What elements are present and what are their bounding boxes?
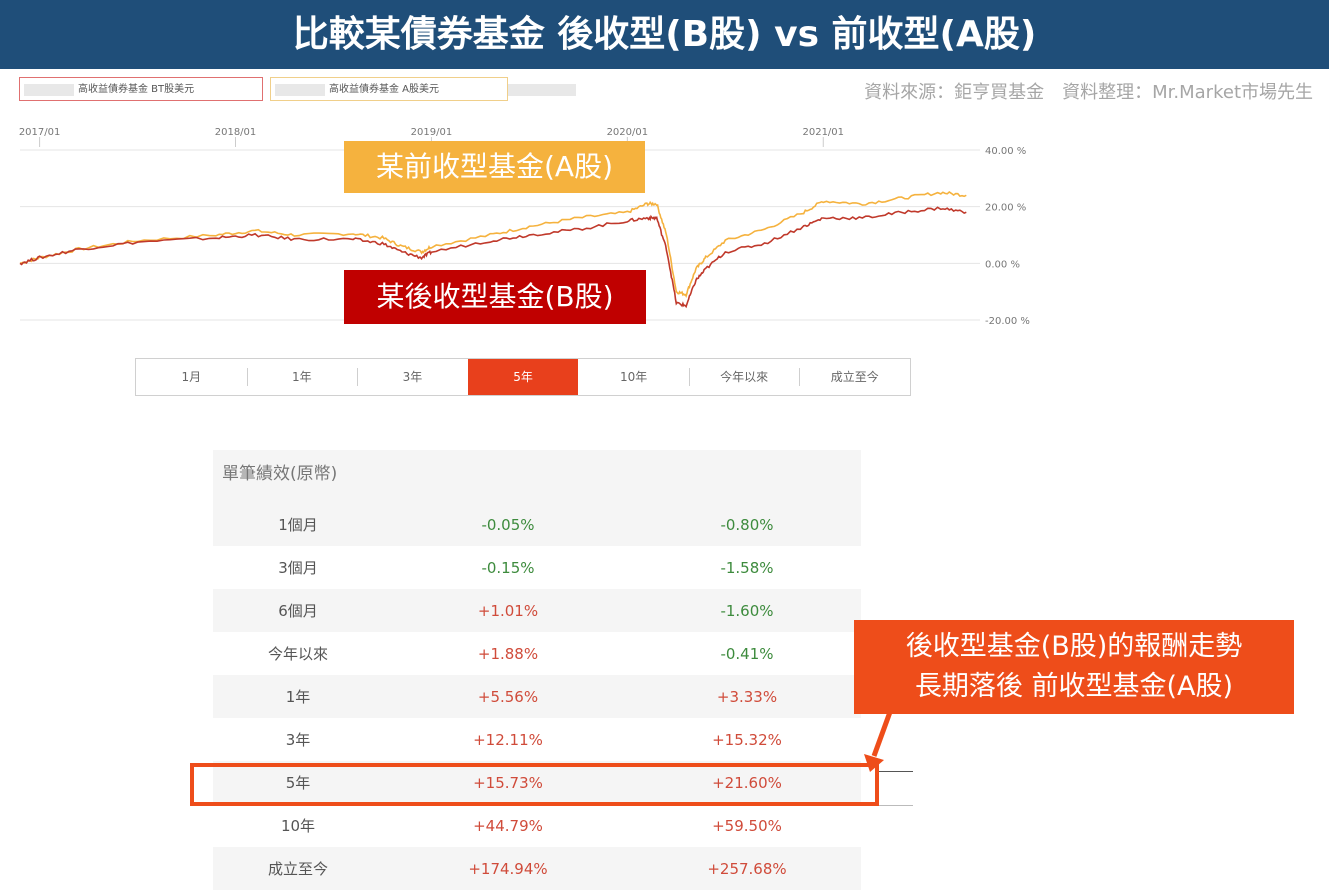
period-cell: 今年以來 — [267, 645, 328, 663]
b-share-return: +15.73% — [473, 773, 543, 792]
divider — [879, 805, 913, 806]
callout-box: 後收型基金(B股)的報酬走勢 長期落後 前收型基金(A股) — [854, 620, 1294, 714]
table-row: 今年以來 +1.88% -0.41% — [213, 632, 861, 675]
period-selector: 1月 1年 3年 5年 10年 今年以來 成立至今 — [135, 358, 911, 396]
series-line-a-share — [19, 190, 967, 298]
period-cell: 6個月 — [278, 602, 318, 620]
period-cell: 10年 — [280, 817, 316, 835]
period-tab-10y[interactable]: 10年 — [619, 370, 648, 384]
legend-label-b: 高收益債券基金 BT股美元 — [78, 84, 195, 95]
b-share-return: +174.94% — [468, 859, 548, 878]
period-cell: 1年 — [285, 688, 311, 706]
a-share-return: +59.50% — [712, 816, 782, 835]
x-tick-label: 2017/01 — [19, 127, 61, 138]
period-cell: 3年 — [285, 731, 311, 749]
series-line-b-share — [19, 206, 967, 309]
b-share-return: +1.01% — [477, 601, 539, 620]
a-share-return: -0.80% — [720, 515, 774, 534]
b-share-return: -0.15% — [481, 558, 535, 577]
a-share-return: +21.60% — [712, 773, 782, 792]
callout-line1: 後收型基金(B股)的報酬走勢 — [905, 631, 1243, 662]
legend-redaction — [508, 84, 576, 96]
legend-redaction — [275, 84, 325, 96]
table-row: 10年 +44.79% +59.50% — [213, 804, 861, 847]
b-share-return: +12.11% — [473, 730, 543, 749]
legend-redaction — [24, 84, 74, 96]
legend-item-b-share[interactable]: 高收益債券基金 BT股美元 — [19, 77, 263, 101]
legend-item-a-share[interactable]: 高收益債券基金 A股美元 — [270, 77, 508, 101]
period-cell: 5年 — [285, 774, 311, 792]
legend-label-a: 高收益債券基金 A股美元 — [329, 84, 440, 95]
y-tick-label: 0.00 % — [985, 259, 1020, 270]
period-tab-since-inception[interactable]: 成立至今 — [799, 359, 910, 395]
arrow-icon — [864, 711, 893, 772]
b-share-return: -0.05% — [481, 515, 535, 534]
period-tab-5y[interactable]: 5年 — [467, 359, 579, 395]
highlight-5y-row — [190, 763, 879, 806]
source-note: 資料來源：鉅亨買基金 資料整理：Mr.Market市場先生 — [864, 82, 1313, 103]
divider — [879, 771, 913, 772]
a-share-return: -1.60% — [720, 601, 774, 620]
callout-line2: 長期落後 前收型基金(A股) — [914, 671, 1234, 702]
table-header: 單筆績效(原幣) — [213, 450, 861, 503]
period-tab-1y[interactable]: 1年 — [246, 359, 358, 395]
period-cell: 1個月 — [278, 516, 318, 534]
x-tick-label: 2021/01 — [802, 127, 844, 138]
table-row: 3個月 -0.15% -1.58% — [213, 546, 861, 589]
period-tab-1m[interactable]: 1月 — [181, 370, 202, 384]
a-share-return: +15.32% — [712, 730, 782, 749]
x-tick-label: 2019/01 — [411, 127, 453, 138]
a-share-return: -1.58% — [720, 558, 774, 577]
x-tick-label: 2018/01 — [215, 127, 257, 138]
x-tick-label: 2020/01 — [607, 127, 649, 138]
b-share-return: +5.56% — [477, 687, 539, 706]
y-tick-label: 20.00 % — [985, 203, 1026, 214]
b-share-return: +1.88% — [477, 644, 539, 663]
period-tab-3y[interactable]: 3年 — [357, 359, 468, 395]
a-share-return: +3.33% — [716, 687, 778, 706]
y-tick-label: 40.00 % — [985, 146, 1026, 157]
period-cell: 3個月 — [278, 559, 318, 577]
a-share-return: -0.41% — [720, 644, 774, 663]
b-share-return: +44.79% — [473, 816, 543, 835]
b-share-label: 某後收型基金(B股) — [344, 270, 646, 324]
a-share-return: +257.68% — [707, 859, 787, 878]
performance-table: 單筆績效(原幣) 1個月 -0.05% -0.80% 3個月 -0.15% -1.58% 6… — [213, 450, 861, 890]
table-row: 3年 +12.11% +15.32% — [213, 718, 861, 761]
period-tab-ytd[interactable]: 今年以來 — [688, 359, 800, 395]
table-row: 成立至今 +174.94% +257.68% — [213, 847, 861, 890]
table-row: 6個月 +1.01% -1.60% — [213, 589, 861, 632]
period-cell: 成立至今 — [267, 860, 328, 878]
table-row: 5年 +15.73% +21.60% — [213, 761, 861, 804]
page-title: 比較某債券基金 後收型(B股) vs 前收型(A股) — [0, 0, 1329, 69]
y-tick-label: -20.00 % — [985, 316, 1030, 327]
table-row: 1個月 -0.05% -0.80% — [213, 503, 861, 546]
table-body: 1個月 -0.05% -0.80% 3個月 -0.15% -1.58% 6個月 +1.01% -… — [213, 503, 861, 890]
table-row: 1年 +5.56% +3.33% — [213, 675, 861, 718]
a-share-label: 某前收型基金(A股) — [344, 141, 645, 193]
